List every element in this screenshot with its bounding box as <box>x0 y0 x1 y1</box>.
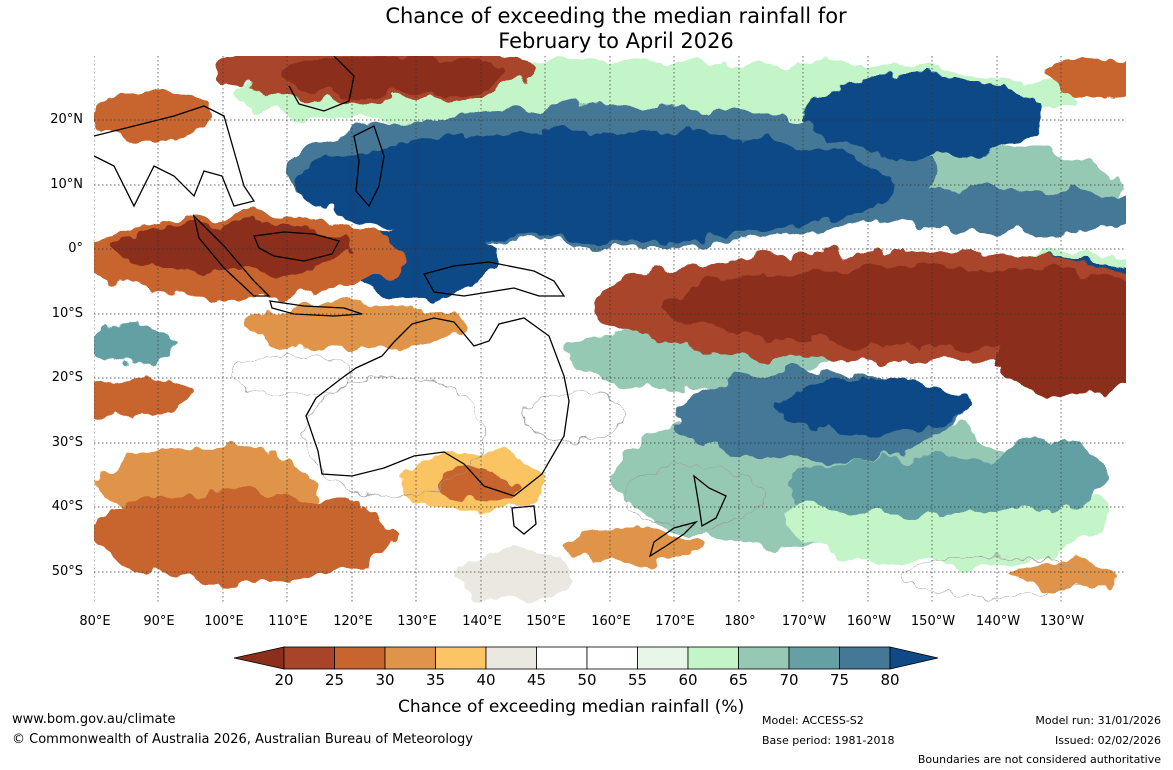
colorbar-cell <box>384 646 436 670</box>
lat-label: 40°S <box>51 499 83 514</box>
colorbar-cell <box>283 646 335 670</box>
colorbar-cell-below-20 <box>234 646 285 670</box>
colorbar-tick-label: 70 <box>779 671 799 689</box>
contour-lines <box>233 355 1085 597</box>
lon-label: 160°E <box>591 614 631 629</box>
colorbar-cell <box>788 646 840 670</box>
map-title: Chance of exceeding the median rainfall … <box>0 4 1173 54</box>
title-line-2: February to April 2026 <box>498 29 734 53</box>
colorbar-tick-label: 30 <box>375 671 395 689</box>
copyright-text: © Commonwealth of Australia 2026, Austra… <box>12 732 473 747</box>
lon-label: 150°W <box>910 614 956 629</box>
lon-label: 140°W <box>975 614 1021 629</box>
colorbar-tick-label: 25 <box>324 671 345 689</box>
boundaries-disclaimer: Boundaries are not considered authoritat… <box>917 753 1161 766</box>
colorbar-tick-label: 20 <box>274 671 294 689</box>
lon-label: 170°W <box>781 614 827 629</box>
lon-label: 160°W <box>846 614 892 629</box>
colorbar-tick-label: 65 <box>728 671 749 689</box>
lon-label: 180° <box>724 614 756 629</box>
colorbar-tick-label: 75 <box>829 671 850 689</box>
website-link[interactable]: www.bom.gov.au/climate <box>12 712 176 727</box>
lat-label: 10°N <box>50 177 83 192</box>
probability-shading <box>94 56 1126 601</box>
lon-label: 120°E <box>333 614 373 629</box>
lon-label: 100°E <box>204 614 244 629</box>
lat-label: 20°S <box>51 370 83 385</box>
colorbar-cell <box>435 646 487 670</box>
colorbar <box>234 646 939 670</box>
graticule <box>94 56 1126 604</box>
new-guinea-coast <box>423 261 566 297</box>
colorbar-tick-label: 60 <box>678 671 698 689</box>
tasmania-coast <box>511 505 537 535</box>
colorbar-tick-label: 35 <box>425 671 446 689</box>
model-run-date: Model run: 31/01/2026 <box>1035 714 1161 727</box>
map-canvas <box>94 56 1126 604</box>
colorbar-tick-label: 50 <box>577 671 597 689</box>
java-coast <box>269 300 363 317</box>
colorbar-cell <box>687 646 739 670</box>
colorbar-cell <box>334 646 386 670</box>
title-line-1: Chance of exceeding the median rainfall … <box>385 4 847 28</box>
borneo-coast <box>253 231 340 262</box>
rainfall-probability-map <box>94 56 1126 604</box>
china-coast <box>288 56 355 112</box>
base-period: Base period: 1981-2018 <box>762 734 895 747</box>
colorbar-cell-above-80 <box>889 646 939 670</box>
colorbar-tick-label: 55 <box>627 671 648 689</box>
colorbar-cell <box>738 646 790 670</box>
lat-label: 20°N <box>50 112 83 127</box>
colorbar-tick-label: 40 <box>476 671 496 689</box>
lat-label: 50°S <box>51 564 83 579</box>
lon-label: 90°E <box>143 614 175 629</box>
lon-label: 110°E <box>268 614 308 629</box>
colorbar-tick-label: 45 <box>526 671 547 689</box>
colorbar-cell <box>839 646 891 670</box>
lon-label: 130°E <box>397 614 437 629</box>
lon-label: 140°E <box>462 614 502 629</box>
issued-date: Issued: 02/02/2026 <box>1054 734 1161 747</box>
lat-label: 0° <box>68 241 83 256</box>
asia-coast <box>94 105 256 208</box>
colorbar-cell <box>536 646 588 670</box>
colorbar-cell <box>586 646 638 670</box>
colorbar-title: Chance of exceeding median rainfall (%) <box>398 697 745 717</box>
lon-label: 130°W <box>1039 614 1085 629</box>
colorbar-cell <box>637 646 689 670</box>
lat-label: 30°S <box>51 435 83 450</box>
nz-north-island-coast <box>693 474 727 528</box>
lon-label: 150°E <box>526 614 566 629</box>
model-name: Model: ACCESS-S2 <box>762 714 864 727</box>
sumatra-coast <box>192 213 271 297</box>
lat-label: 10°S <box>51 306 83 321</box>
colorbar-tick-label: 80 <box>880 671 900 689</box>
lon-label: 170°E <box>655 614 695 629</box>
australia-coast <box>305 317 570 497</box>
colorbar-cell <box>485 646 537 670</box>
philippines-coast <box>353 125 385 208</box>
coastlines <box>94 56 727 558</box>
lon-label: 80°E <box>79 614 111 629</box>
